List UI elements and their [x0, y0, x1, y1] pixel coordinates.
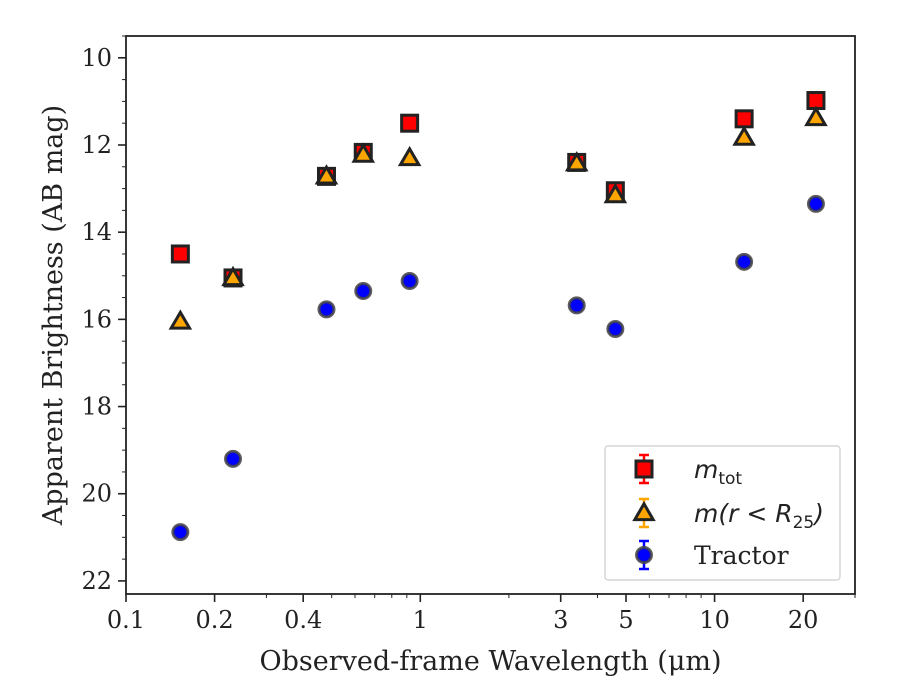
- y-tick-label: 10: [81, 44, 112, 72]
- data-point-series-1: [734, 109, 754, 129]
- x-tick-label: 5: [618, 606, 633, 634]
- x-axis-label: Observed-frame Wavelength (μm): [259, 646, 721, 677]
- plot-frame: [125, 35, 856, 595]
- legend-marker-series-1: [634, 459, 654, 479]
- data-point-series-2: [564, 151, 589, 172]
- x-tick-label: 0.4: [284, 606, 322, 634]
- data-point-series-2: [804, 105, 828, 127]
- data-point-series-2: [314, 164, 339, 185]
- x-tick-labels: 0.1 0.2 0.4 1 3 5 10 20: [107, 606, 819, 634]
- y-axis-label: Apparent Brightness (AB mag): [38, 105, 69, 526]
- x-tick-label: 3: [553, 606, 568, 634]
- y-tick-label: 16: [81, 305, 112, 333]
- data-point-series-2: [168, 309, 193, 330]
- legend-label: m(r < R25): [694, 499, 824, 533]
- x-tick-label: 20: [788, 606, 819, 634]
- data-point-series-3: [567, 296, 586, 315]
- data-point-series-3: [317, 300, 336, 319]
- legend-marker-series-2: [632, 500, 656, 522]
- data-point-series-2: [732, 125, 756, 146]
- data-point-series-3: [224, 449, 243, 468]
- data-point-series-2: [397, 145, 422, 167]
- data-point-series-3: [606, 319, 625, 338]
- data-point-series-3: [171, 523, 190, 542]
- data-point-series-2: [351, 142, 376, 163]
- data-point-series-1: [170, 244, 190, 264]
- legend-box: [604, 445, 841, 581]
- data-point-series-3: [735, 252, 754, 271]
- legend: mtot m(r < R25) Tractor: [604, 445, 841, 581]
- data-point-series-2: [221, 265, 245, 287]
- x-tick-label: 0.2: [196, 606, 234, 634]
- data-point-series-3: [354, 282, 373, 301]
- legend-label: Tractor: [694, 541, 789, 570]
- y-tick-label: 12: [81, 131, 112, 159]
- y-tick-label: 18: [81, 393, 112, 421]
- data-point-series-3: [806, 194, 825, 213]
- legend-label: mtot: [694, 455, 742, 489]
- data-point-series-2: [603, 182, 628, 204]
- x-tick-label: 10: [699, 606, 730, 634]
- data-markers: [168, 91, 828, 542]
- x-tick-label: 1: [413, 606, 428, 634]
- data-point-series-3: [400, 271, 419, 290]
- y-tick-labels: 10 12 14 16 18 20 22: [81, 44, 112, 595]
- data-point-series-1: [400, 113, 420, 133]
- legend-marker-series-3: [635, 546, 653, 564]
- y-tick-label: 22: [81, 567, 112, 595]
- y-tick-label: 20: [81, 480, 112, 508]
- y-tick-label: 14: [81, 218, 112, 246]
- x-tick-label: 0.1: [107, 606, 145, 634]
